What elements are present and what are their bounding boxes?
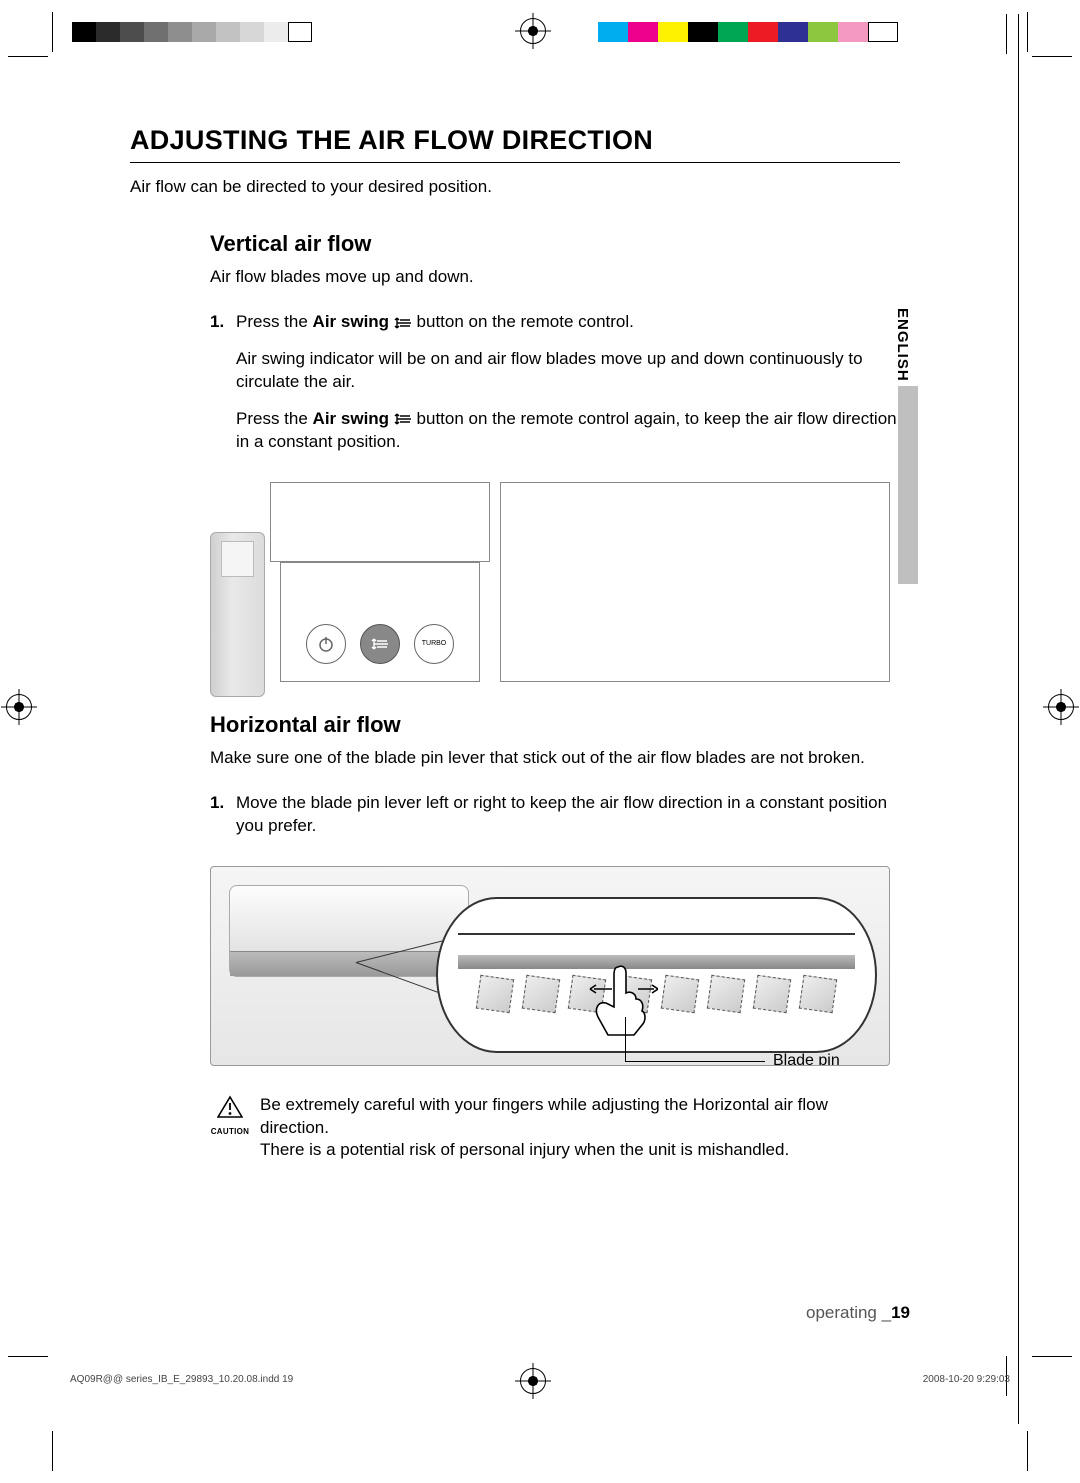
footer-timestamp: 2008-10-20 9:29:03 [923, 1374, 1010, 1385]
air-swing-icon [394, 316, 412, 330]
vertical-sub: Air flow blades move up and down. [210, 267, 900, 287]
caution-line-1: Be extremely careful with your fingers w… [260, 1094, 900, 1140]
remote-control-icon [210, 532, 265, 697]
horizontal-step-1: 1. Move the blade pin lever left or righ… [210, 792, 900, 852]
footer-section: operating _19 [806, 1303, 910, 1323]
ac-panel-small [270, 482, 490, 562]
vertical-step-1c: Press the Air swing button on the remote… [236, 408, 900, 454]
color-swatch-bar [598, 22, 898, 42]
horizontal-sub: Make sure one of the blade pin lever tha… [210, 748, 900, 768]
blade-pin-lever-label: Blade pin lever [773, 1052, 875, 1066]
turbo-button-icon: TURBO [414, 624, 454, 664]
step-number: 1. [210, 792, 236, 852]
gray-swatch-bar [72, 22, 312, 42]
caution-label: CAUTION [210, 1127, 250, 1138]
air-swing-button-icon [360, 624, 400, 664]
step-number: 1. [210, 311, 236, 468]
vertical-step-1b: Air swing indicator will be on and air f… [236, 348, 900, 394]
horizontal-step-text: Move the blade pin lever left or right t… [236, 792, 900, 838]
caution-line-2: There is a potential risk of personal in… [260, 1139, 900, 1162]
vertical-step-1: 1. Press the Air swing button on the rem… [210, 311, 900, 468]
hand-icon [588, 959, 658, 1039]
remote-buttons-panel: TURBO [280, 562, 480, 682]
ac-panel-large [500, 482, 890, 682]
registration-mark-right-icon [1048, 694, 1074, 720]
registration-mark-top-icon [520, 18, 546, 44]
power-button-icon [306, 624, 346, 664]
intro-text: Air flow can be directed to your desired… [130, 177, 900, 197]
footer-indd: AQ09R@@ series_IB_E_29893_10.20.08.indd … [70, 1374, 293, 1385]
page-content: ADJUSTING THE AIR FLOW DIRECTION Air flo… [130, 125, 900, 1162]
horizontal-figure: Blade pin lever [210, 866, 890, 1066]
caution-block: CAUTION Be extremely careful with your f… [210, 1094, 900, 1163]
air-swing-icon [394, 412, 412, 426]
vertical-heading: Vertical air flow [210, 231, 900, 257]
detail-bubble: Blade pin lever [436, 897, 877, 1053]
caution-icon: CAUTION [210, 1094, 250, 1163]
registration-mark-left-icon [6, 694, 32, 720]
horizontal-heading: Horizontal air flow [210, 712, 900, 738]
page-title: ADJUSTING THE AIR FLOW DIRECTION [130, 125, 900, 163]
registration-mark-bottom-icon [520, 1368, 546, 1394]
vertical-step-1a: Press the Air swing button on the remote… [236, 311, 900, 334]
vertical-figure: TURBO [210, 482, 890, 682]
ac-unit-icon [229, 885, 469, 977]
